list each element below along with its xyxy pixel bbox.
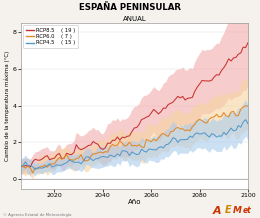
Text: E: E [225, 205, 231, 215]
Text: M: M [233, 206, 242, 215]
Text: et: et [243, 206, 252, 215]
Text: © Agencia Estatal de Meteorología: © Agencia Estatal de Meteorología [3, 213, 71, 217]
Title: ANUAL: ANUAL [122, 16, 146, 22]
Legend: RCP8.5    ( 19 ), RCP6.0    ( 7 ), RCP4.5    ( 15 ): RCP8.5 ( 19 ), RCP6.0 ( 7 ), RCP4.5 ( 15… [23, 25, 78, 48]
X-axis label: Año: Año [128, 199, 141, 205]
Y-axis label: Cambio de la temperatura máxima (°C): Cambio de la temperatura máxima (°C) [4, 50, 10, 161]
Text: A: A [213, 206, 222, 216]
Text: ESPAÑA PENINSULAR: ESPAÑA PENINSULAR [79, 3, 181, 12]
